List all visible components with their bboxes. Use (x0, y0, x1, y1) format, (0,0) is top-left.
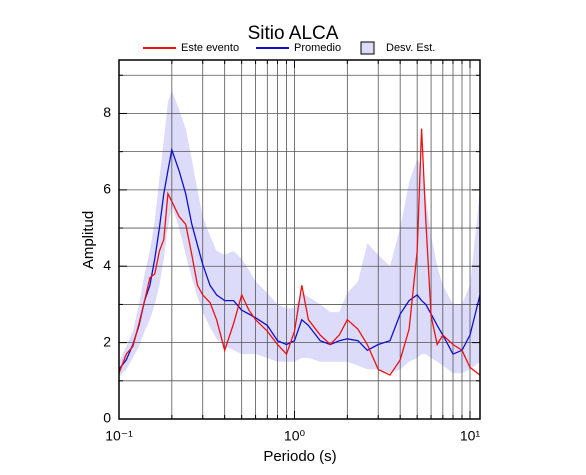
series-line (118, 128, 481, 376)
plot-frame (118, 59, 481, 420)
y-tick-label: 6 (103, 181, 111, 197)
y-tick-label: 2 (103, 333, 111, 349)
y-axis-label: Amplitud (80, 211, 97, 269)
std-band (119, 90, 480, 377)
chart-title: Sitio ALCA (248, 23, 339, 44)
legend-label: Promedio (294, 42, 341, 54)
legend-swatch (360, 41, 375, 55)
series-line (118, 147, 481, 370)
legend-label: Desv. Est. (386, 42, 435, 54)
y-tick-label: 4 (103, 257, 111, 273)
x-tick-label: 10⁻¹ (105, 428, 133, 444)
x-axis-label: Periodo (s) (263, 448, 336, 465)
legend-label: Este evento (181, 42, 239, 54)
y-tick-label: 0 (103, 410, 111, 426)
y-tick-label: 8 (103, 104, 111, 120)
x-tick-label: 10¹ (460, 428, 481, 444)
x-tick-label: 10⁰ (284, 428, 306, 444)
